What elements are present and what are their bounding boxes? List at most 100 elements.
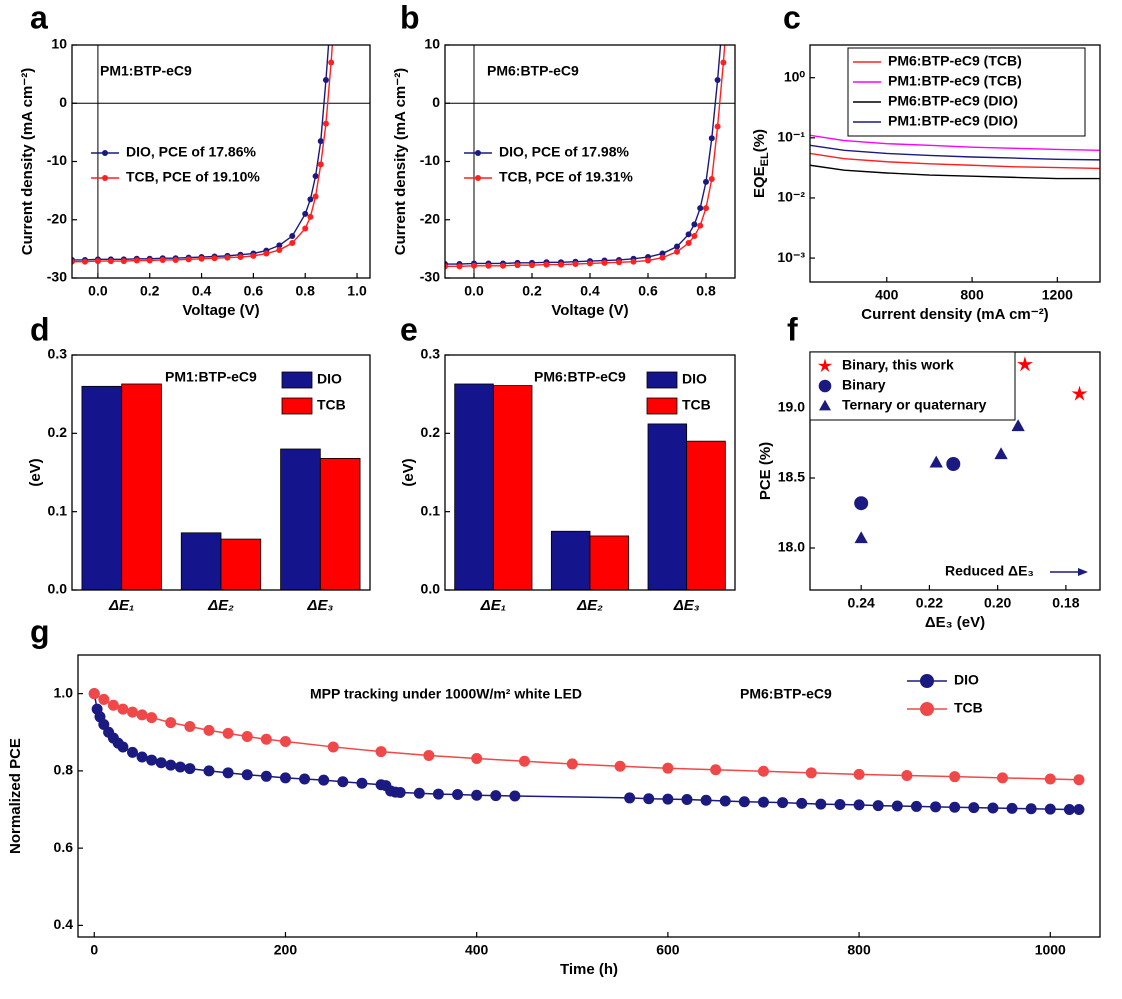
y-tick-label: -10 — [47, 152, 67, 168]
x-tick-label: 0.4 — [580, 283, 600, 299]
marker — [299, 773, 311, 785]
marker — [413, 787, 425, 799]
marker — [126, 706, 138, 718]
marker — [203, 724, 215, 736]
marker — [949, 771, 961, 783]
y-tick-label: 10⁰ — [784, 68, 806, 84]
x-tick-label: 0.8 — [295, 283, 315, 299]
marker — [697, 222, 704, 229]
marker — [312, 193, 319, 200]
bar — [81, 385, 123, 591]
annotation: PM6:BTP-eC9 — [534, 369, 626, 385]
marker — [853, 768, 865, 780]
marker — [854, 531, 868, 544]
marker — [276, 247, 283, 254]
marker — [587, 260, 593, 267]
marker — [558, 261, 564, 268]
marker — [155, 757, 167, 769]
marker — [456, 263, 463, 270]
marker — [659, 254, 666, 261]
bar — [220, 538, 262, 591]
category-label: ΔE₂ — [207, 597, 234, 614]
marker — [719, 795, 731, 807]
marker — [184, 763, 196, 775]
marker — [159, 256, 166, 263]
marker — [815, 798, 827, 810]
marker — [117, 703, 129, 715]
marker — [471, 789, 483, 801]
legend-marker — [475, 150, 481, 156]
legend-label: PM1:BTP-eC9 (DIO) — [888, 113, 1018, 129]
marker — [566, 758, 578, 770]
y-tick-label: 0.3 — [48, 346, 68, 362]
y-tick-label: 0.1 — [48, 502, 68, 518]
y-tick-label: 1.0 — [54, 684, 74, 700]
bar — [492, 385, 533, 591]
series-line — [810, 164, 1100, 180]
marker — [624, 792, 636, 804]
marker — [222, 767, 234, 779]
y-axis-label: Current density (mA cm⁻²) — [19, 68, 36, 255]
marker — [432, 788, 444, 800]
y-tick-label: 19.0 — [778, 399, 805, 415]
legend-marker — [102, 150, 108, 156]
legend-label: PM6:BTP-eC9 (DIO) — [888, 93, 1018, 109]
x-axis-label: Voltage (V) — [182, 302, 259, 319]
marker — [327, 741, 339, 753]
marker — [872, 800, 884, 812]
y-tick-label: 10⁻¹ — [777, 129, 805, 145]
series-line — [72, 45, 330, 261]
marker — [1073, 804, 1085, 816]
panel-letter: f — [787, 311, 798, 347]
legend-marker — [102, 175, 108, 181]
x-tick-label: 0.2 — [522, 283, 542, 299]
x-tick-label: 1200 — [1042, 287, 1073, 303]
marker — [107, 699, 119, 711]
marker — [996, 772, 1008, 784]
x-tick-label: 1000 — [1035, 942, 1066, 958]
plot-frame — [809, 44, 1101, 283]
marker — [117, 741, 129, 753]
marker — [946, 457, 961, 471]
marker — [987, 802, 999, 814]
x-axis-label: ΔE₃ (eV) — [925, 614, 985, 631]
marker — [703, 178, 709, 185]
marker — [543, 261, 550, 268]
marker — [949, 801, 961, 813]
legend-label: TCB, PCE of 19.10% — [126, 169, 260, 185]
marker — [337, 776, 349, 788]
category-label: ΔE₁ — [108, 597, 134, 614]
plot-frame — [71, 44, 371, 279]
marker — [302, 225, 309, 232]
y-axis-label: EQEEL(%) — [751, 129, 771, 198]
marker — [185, 256, 192, 263]
marker — [328, 59, 335, 66]
marker — [328, 7, 334, 13]
marker — [500, 262, 506, 269]
marker — [224, 254, 231, 261]
marker — [710, 764, 722, 776]
marker — [423, 749, 435, 761]
y-tick-label: 0.8 — [54, 762, 74, 778]
marker — [901, 770, 913, 782]
legend-label: DIO, PCE of 17.86% — [126, 144, 256, 160]
annotation: PM6:BTP-eC9 — [487, 63, 579, 79]
marker — [312, 173, 319, 180]
panel-letter: d — [30, 311, 50, 347]
x-tick-label: 600 — [656, 942, 680, 958]
legend-label: DIO — [317, 371, 342, 387]
marker — [518, 755, 530, 767]
marker — [930, 801, 942, 813]
marker — [662, 793, 674, 805]
marker — [674, 243, 680, 250]
x-tick-label: 0.6 — [244, 283, 264, 299]
marker — [120, 258, 127, 265]
marker — [263, 250, 270, 257]
legend-swatch — [281, 397, 313, 415]
x-tick-label: 0.18 — [1052, 595, 1079, 611]
marker — [1011, 419, 1025, 432]
marker — [529, 262, 535, 269]
marker — [630, 258, 637, 265]
category-label: ΔE₃ — [306, 597, 333, 614]
marker — [994, 447, 1008, 460]
